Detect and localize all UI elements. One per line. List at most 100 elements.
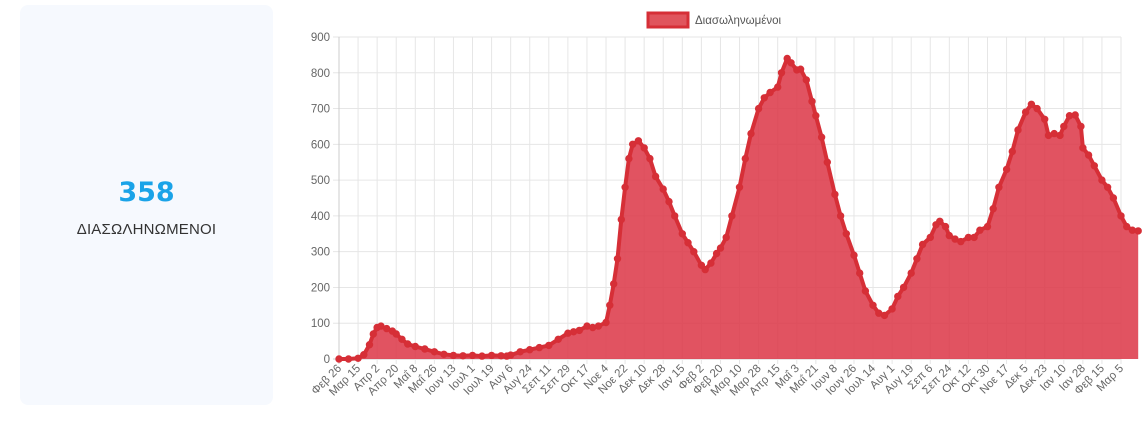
data-point[interactable] xyxy=(629,140,637,149)
data-point[interactable] xyxy=(1021,108,1030,116)
data-point[interactable] xyxy=(741,154,749,163)
data-point[interactable] xyxy=(1077,122,1085,131)
data-point[interactable] xyxy=(507,351,515,359)
data-point[interactable] xyxy=(344,355,353,363)
data-point[interactable] xyxy=(861,287,870,295)
data-point[interactable] xyxy=(983,222,992,231)
data-point[interactable] xyxy=(594,322,603,330)
data-point[interactable] xyxy=(617,215,625,224)
data-point[interactable] xyxy=(836,212,845,220)
data-point[interactable] xyxy=(665,197,673,206)
data-point[interactable] xyxy=(716,244,725,252)
data-point[interactable] xyxy=(430,348,439,356)
data-point[interactable] xyxy=(421,345,429,353)
data-point[interactable] xyxy=(989,205,997,213)
data-point[interactable] xyxy=(970,233,978,242)
data-point[interactable] xyxy=(369,330,377,338)
data-point[interactable] xyxy=(945,231,953,240)
data-point[interactable] xyxy=(918,240,927,249)
legend-swatch[interactable] xyxy=(646,11,690,29)
data-point[interactable] xyxy=(659,185,667,193)
data-point[interactable] xyxy=(1123,222,1131,231)
data-point[interactable] xyxy=(701,265,709,274)
data-point[interactable] xyxy=(449,351,458,360)
data-point[interactable] xyxy=(936,217,944,226)
data-point[interactable] xyxy=(1027,100,1036,109)
data-point[interactable] xyxy=(335,355,343,363)
legend-label[interactable]: Διασωληνωμένοι xyxy=(695,15,782,27)
data-point[interactable] xyxy=(754,104,763,113)
data-point[interactable] xyxy=(613,255,622,263)
data-point[interactable] xyxy=(1008,147,1016,156)
data-point[interactable] xyxy=(1134,227,1142,235)
data-point[interactable] xyxy=(888,305,896,313)
data-point[interactable] xyxy=(812,112,820,120)
data-point[interactable] xyxy=(1109,194,1118,202)
data-point[interactable] xyxy=(468,351,477,360)
data-point[interactable] xyxy=(707,259,715,267)
data-point[interactable] xyxy=(856,269,864,277)
data-point[interactable] xyxy=(894,292,902,301)
data-point[interactable] xyxy=(1079,144,1087,152)
data-point[interactable] xyxy=(766,88,774,97)
data-point[interactable] xyxy=(747,129,755,138)
data-point[interactable] xyxy=(1103,183,1112,192)
data-point[interactable] xyxy=(712,249,721,258)
data-point[interactable] xyxy=(880,311,889,320)
data-point[interactable] xyxy=(802,76,810,84)
data-point[interactable] xyxy=(459,352,467,360)
data-point[interactable] xyxy=(850,251,858,259)
data-point[interactable] xyxy=(735,183,744,192)
data-point[interactable] xyxy=(487,351,496,360)
data-point[interactable] xyxy=(392,330,400,338)
data-point[interactable] xyxy=(1090,162,1099,170)
data-point[interactable] xyxy=(365,341,374,349)
data-point[interactable] xyxy=(899,283,908,292)
data-point[interactable] xyxy=(640,144,648,152)
data-point[interactable] xyxy=(1071,111,1079,119)
data-point[interactable] xyxy=(606,301,614,309)
data-point[interactable] xyxy=(671,212,679,220)
data-point[interactable] xyxy=(1084,151,1093,159)
data-point[interactable] xyxy=(1060,122,1068,131)
data-point[interactable] xyxy=(808,97,816,106)
data-point[interactable] xyxy=(777,69,786,77)
data-point[interactable] xyxy=(610,280,618,288)
data-point[interactable] xyxy=(913,255,921,263)
data-point[interactable] xyxy=(360,351,368,359)
data-point[interactable] xyxy=(651,172,660,181)
chart-legend[interactable]: Διασωληνωμένοι xyxy=(646,11,782,29)
data-point[interactable] xyxy=(760,94,768,102)
data-point[interactable] xyxy=(354,354,362,362)
data-point[interactable] xyxy=(722,233,730,242)
data-point[interactable] xyxy=(602,318,610,327)
data-point[interactable] xyxy=(926,233,934,242)
data-point[interactable] xyxy=(796,65,805,73)
data-point[interactable] xyxy=(842,230,850,238)
data-point[interactable] xyxy=(535,343,543,352)
data-point[interactable] xyxy=(1002,165,1011,174)
data-point[interactable] xyxy=(411,342,419,351)
data-point[interactable] xyxy=(690,248,698,256)
data-point[interactable] xyxy=(575,326,583,335)
data-point[interactable] xyxy=(1014,126,1022,134)
data-point[interactable] xyxy=(995,183,1003,192)
data-point[interactable] xyxy=(684,239,692,247)
data-point[interactable] xyxy=(554,335,562,343)
data-point[interactable] xyxy=(625,154,633,163)
data-point[interactable] xyxy=(831,190,839,199)
data-point[interactable] xyxy=(478,352,486,360)
data-point[interactable] xyxy=(404,340,412,348)
data-point[interactable] xyxy=(440,350,448,358)
data-point[interactable] xyxy=(646,154,654,163)
data-point[interactable] xyxy=(869,301,877,309)
data-point[interactable] xyxy=(774,83,782,91)
data-point[interactable] xyxy=(728,212,736,220)
data-point[interactable] xyxy=(545,341,553,350)
data-point[interactable] xyxy=(976,226,984,234)
data-point[interactable] xyxy=(398,335,406,343)
data-point[interactable] xyxy=(817,133,826,141)
data-point[interactable] xyxy=(516,348,524,356)
data-point[interactable] xyxy=(678,230,686,238)
data-point[interactable] xyxy=(526,346,534,354)
